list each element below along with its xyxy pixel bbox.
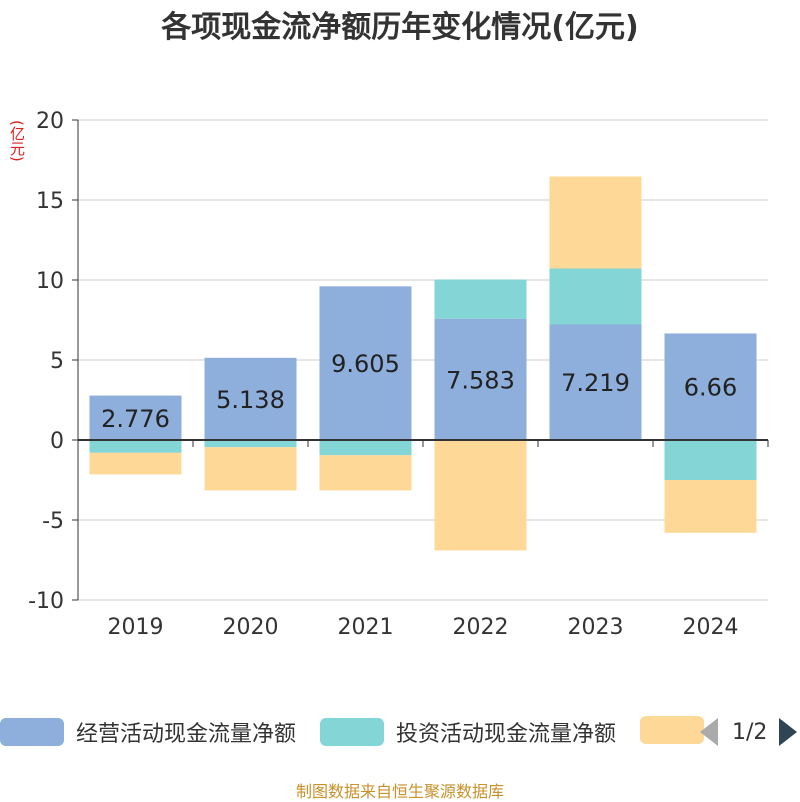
bar-financing-2022 [434,440,527,551]
bar-investing-2023 [549,268,642,325]
chart-title: 各项现金流净额历年变化情况(亿元) [161,10,639,45]
y-tick-label: 10 [36,269,64,294]
legend-next-page-icon[interactable] [779,718,798,746]
legend-swatch-investing [320,718,384,746]
x-category-label: 2019 [108,615,164,640]
bar-investing-2021 [319,440,412,456]
x-category-label: 2021 [338,615,394,640]
legend-label-investing: 投资活动现金流量净额 [396,722,617,747]
bar-operating-2024 [664,333,757,440]
legend-item-financing[interactable] [640,716,716,744]
bar-operating-2021 [319,286,412,440]
legend-swatch-operating [0,718,64,746]
y-tick-label: 15 [36,189,64,214]
bar-operating-2020 [204,357,297,440]
bar-financing-2024 [664,480,757,533]
bar-investing-2020 [204,440,297,448]
data-label-operating-2021: 9.605 [331,350,400,378]
legend-item-operating[interactable]: 经营活动现金流量净额 [0,716,296,748]
legend-swatch-financing [640,716,704,744]
data-source-note: 制图数据来自恒生聚源数据库 [295,782,504,801]
legend-item-investing[interactable]: 投资活动现金流量净额 [320,716,616,748]
y-tick-label: -10 [28,589,64,614]
bar-financing-2023 [549,176,642,269]
bar-investing-2019 [89,440,182,453]
legend: 经营活动现金流量净额 投资活动现金流量净额 1/2 [0,716,800,754]
x-category-label: 2020 [223,615,279,640]
y-axis-unit-label: (亿元) [8,120,26,162]
y-tick-label: 20 [36,109,64,134]
data-label-operating-2019: 2.776 [101,405,170,433]
bar-investing-2022 [434,279,527,319]
data-label-operating-2022: 7.583 [446,366,515,394]
bar-investing-2024 [664,440,757,480]
y-tick-label: 5 [50,349,64,374]
y-tick-label: 0 [50,429,64,454]
bar-operating-2023 [549,324,642,440]
bar-financing-2021 [319,455,412,491]
data-label-operating-2023: 7.219 [561,369,630,397]
x-category-label: 2024 [683,615,739,640]
bar-financing-2019 [89,452,182,475]
cash-flow-chart: 20 15 10 5 0 -5 -10 2.776 5.138 9.605 7.583 7.219 6.… [28,109,769,640]
x-category-label: 2022 [453,615,509,640]
bar-operating-2022 [434,318,527,440]
data-label-operating-2020: 5.138 [216,386,285,414]
legend-pager: 1/2 [700,718,798,746]
legend-page-indicator: 1/2 [732,719,768,745]
bar-operating-2019 [89,395,182,440]
legend-label-operating: 经营活动现金流量净额 [76,722,297,747]
y-tick-label: -5 [42,509,64,534]
x-category-label: 2023 [568,615,624,640]
legend-prev-page-icon[interactable] [700,718,718,746]
bar-financing-2020 [204,447,297,491]
data-label-operating-2024: 6.66 [684,374,737,402]
